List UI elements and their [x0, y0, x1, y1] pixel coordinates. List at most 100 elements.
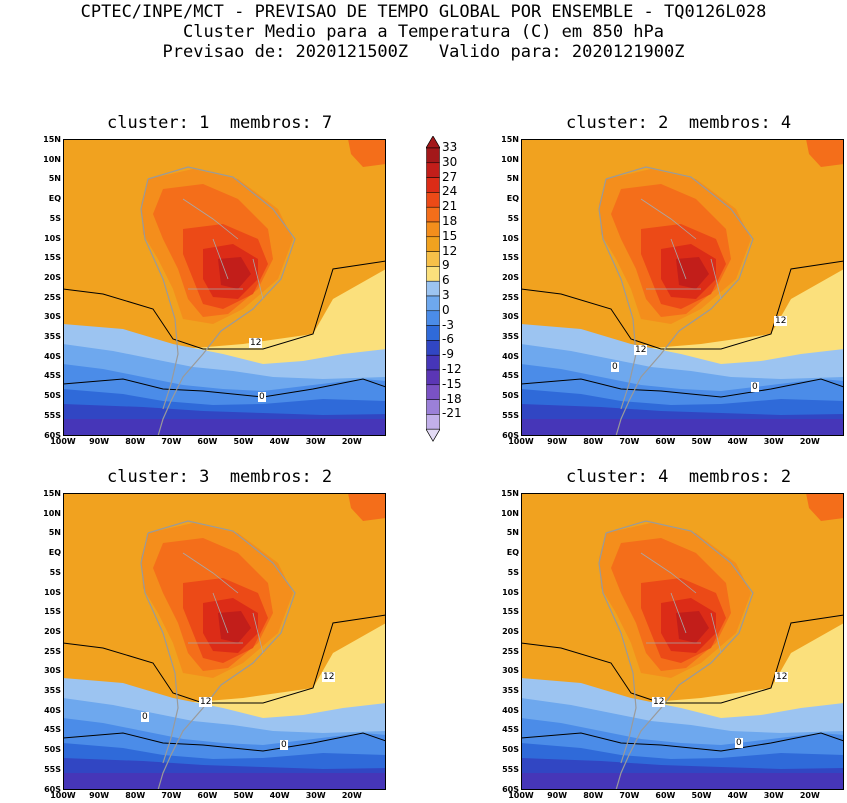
lat-tick-label: 5N — [506, 528, 519, 538]
lat-tick-label: 10N — [501, 508, 519, 518]
lat-tick-label: 30S — [44, 312, 61, 322]
lon-tick-label: 40W — [727, 437, 748, 446]
panel-4-title: cluster: 4 membros: 2 — [566, 467, 792, 487]
lon-tick-label: 80W — [583, 791, 604, 800]
lon-tick-label: 40W — [269, 437, 290, 446]
lon-tick-label: 50W — [233, 791, 254, 800]
colorbar-tick-label: -6 — [442, 332, 454, 347]
lat-tick-label: 10N — [43, 154, 61, 164]
panel-3-title: cluster: 3 membros: 2 — [107, 467, 333, 487]
lat-tick-label: 40S — [502, 351, 519, 361]
lat-tick-label: 5S — [507, 567, 519, 577]
lat-tick-label: 15N — [501, 489, 519, 498]
contour-label: 0 — [258, 392, 266, 402]
lon-tick-label: 30W — [305, 791, 326, 800]
lat-tick-label: 5N — [506, 174, 519, 184]
lat-tick-label: EQ — [48, 194, 61, 204]
lat-tick-label: 25S — [502, 292, 519, 302]
lat-tick-label: 60S — [44, 430, 61, 440]
lat-tick-label: 50S — [44, 745, 61, 755]
lat-tick-label: 15S — [502, 607, 519, 617]
colorbar-tick-label: -3 — [442, 317, 454, 332]
lat-tick-label: 5S — [49, 567, 61, 577]
lat-tick-label: 5S — [507, 213, 519, 223]
colorbar-tick-label: 12 — [442, 243, 458, 258]
lon-tick-label: 60W — [197, 437, 218, 446]
lat-tick-label: 10N — [501, 154, 519, 164]
lon-tick-label: 70W — [161, 791, 182, 800]
colorbar-tick-label: -15 — [442, 376, 462, 391]
colorbar-tick-label: 33 — [442, 140, 458, 154]
lat-tick-label: 55S — [44, 410, 61, 420]
lon-tick-label: 20W — [341, 791, 362, 800]
colorbar-tick-label: 18 — [442, 214, 458, 228]
map-panel-cluster-3 — [63, 493, 386, 790]
lat-tick-label: 5N — [48, 174, 61, 184]
lat-tick-label: 40S — [44, 351, 61, 361]
lat-tick-label: 30S — [502, 312, 519, 322]
lat-tick-label: 20S — [502, 272, 519, 282]
lat-tick-label: 60S — [502, 430, 519, 440]
lat-tick-label: 10S — [502, 587, 519, 597]
lat-tick-label: 20S — [502, 626, 519, 636]
colorbar-tick-label: 27 — [442, 169, 458, 184]
lat-tick-label: 40S — [502, 705, 519, 715]
colorbar-tick-label: 6 — [442, 273, 450, 288]
lat-tick-label: 55S — [502, 410, 519, 420]
colorbar-tick-label: -21 — [442, 406, 462, 421]
lat-tick-label: 30S — [502, 666, 519, 676]
lon-tick-label: 20W — [341, 437, 362, 446]
colorbar-tick-label: 30 — [442, 154, 458, 169]
lat-tick-label: EQ — [506, 194, 519, 204]
lon-tick-label: 90W — [547, 791, 568, 800]
lon-tick-label: 20W — [799, 791, 820, 800]
colorbar-tick-label: 3 — [442, 288, 450, 302]
figure-title: CPTEC/INPE/MCT - PREVISAO DE TEMPO GLOBA… — [80, 2, 767, 22]
lat-tick-label: 20S — [44, 272, 61, 282]
lon-tick-label: 100W — [50, 791, 76, 800]
lon-tick-label: 90W — [89, 791, 110, 800]
lat-tick-label: 40S — [44, 705, 61, 715]
lon-tick-label: 30W — [763, 791, 784, 800]
colorbar-tick-label: 24 — [442, 184, 458, 199]
panel-2-title: cluster: 2 membros: 4 — [566, 113, 792, 133]
lat-tick-label: 25S — [44, 292, 61, 302]
lon-tick-label: 80W — [125, 437, 146, 446]
map-panel-cluster-1 — [63, 139, 386, 436]
lat-tick-label: 45S — [502, 725, 519, 735]
lon-tick-label: 60W — [655, 437, 676, 446]
contour-label: 12 — [774, 316, 788, 326]
map-panel-cluster-4 — [521, 493, 844, 790]
lat-tick-label: 45S — [44, 371, 61, 381]
lat-tick-label: 15S — [44, 253, 61, 263]
map-panel-cluster-2 — [521, 139, 844, 436]
lon-tick-label: 100W — [508, 791, 534, 800]
lon-tick-label: 90W — [547, 437, 568, 446]
lon-tick-label: 20W — [799, 437, 820, 446]
lat-tick-label: 5S — [49, 213, 61, 223]
lon-tick-label: 70W — [619, 437, 640, 446]
lat-tick-label: 15S — [502, 253, 519, 263]
lon-tick-label: 50W — [691, 437, 712, 446]
lon-tick-label: 100W — [508, 437, 534, 446]
lon-tick-label: 60W — [655, 791, 676, 800]
contour-label: 12 — [775, 672, 789, 682]
lat-tick-label: 50S — [44, 391, 61, 401]
lat-tick-label: 25S — [502, 646, 519, 656]
lat-tick-label: 15N — [43, 489, 61, 498]
lat-tick-label: 20S — [44, 626, 61, 636]
lon-tick-label: 50W — [233, 437, 254, 446]
lon-tick-label: 50W — [691, 791, 712, 800]
lat-tick-label: EQ — [48, 548, 61, 558]
contour-label: 12 — [199, 697, 213, 707]
lat-tick-label: 35S — [44, 332, 61, 341]
colorbar-tick-label: -9 — [442, 347, 454, 362]
contour-label: 12 — [249, 338, 263, 348]
lon-tick-label: 70W — [161, 437, 182, 446]
lat-tick-label: EQ — [506, 548, 519, 558]
lat-tick-label: 50S — [502, 391, 519, 401]
colorbar-tick-label: 0 — [442, 302, 450, 317]
contour-label: 0 — [280, 740, 288, 750]
lat-tick-label: 15N — [501, 135, 519, 144]
colorbar-tick-label: 21 — [442, 199, 458, 214]
